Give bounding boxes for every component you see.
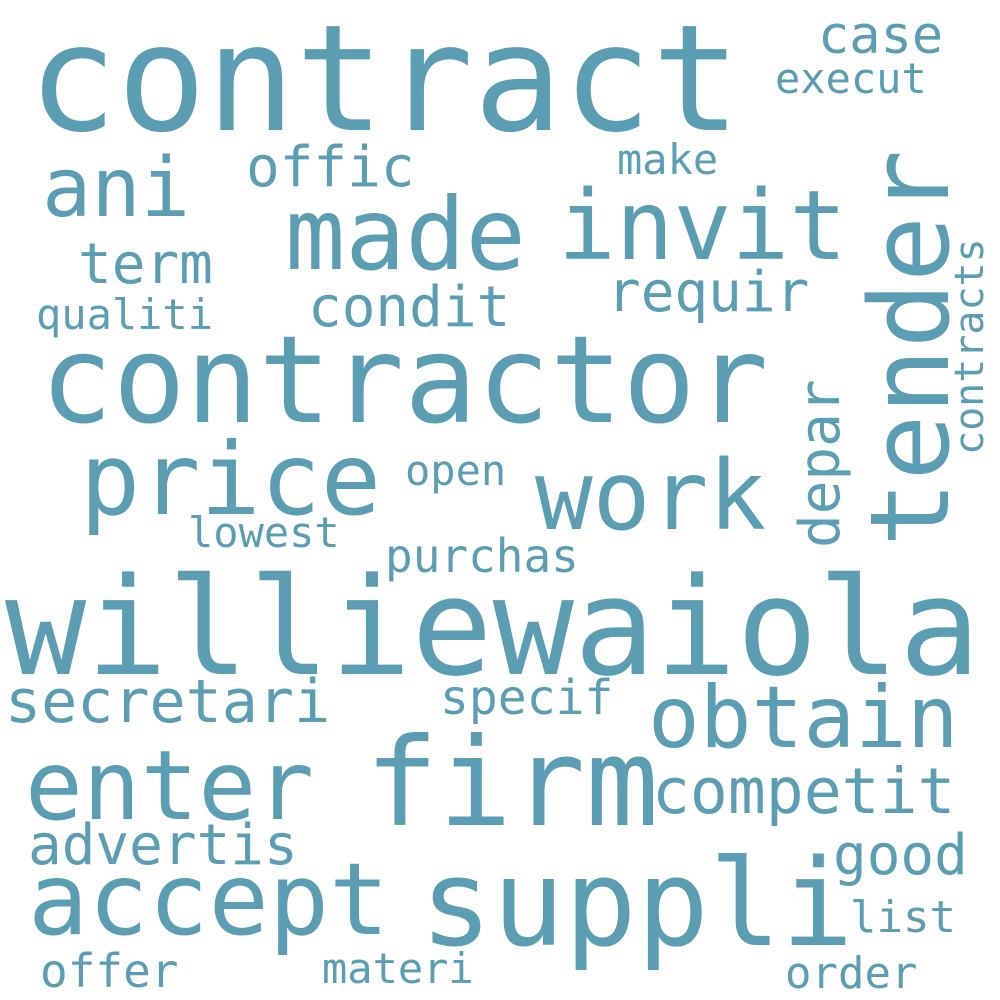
word-secretari: secretari — [5, 667, 331, 737]
word-suppli: suppli — [420, 835, 854, 974]
word-list: list — [850, 892, 956, 943]
word-ani: ani — [42, 141, 191, 236]
word-accept: accept — [28, 841, 390, 958]
word-contractor: contractor — [40, 310, 769, 451]
word-good: good — [833, 823, 968, 888]
word-firm: firm — [365, 712, 659, 854]
word-make: make — [617, 135, 719, 184]
word-williewaiola: williewaiola — [5, 549, 981, 706]
word-offic: offic — [246, 135, 415, 200]
word-open: open — [405, 446, 507, 495]
word-advertis: advertis — [28, 813, 298, 878]
word-contract: contract — [28, 0, 741, 165]
word-lowest: lowest — [188, 508, 340, 557]
word-work: work — [535, 440, 767, 552]
word-qualiti: qualiti — [36, 290, 214, 339]
word-competit: competit — [652, 755, 956, 828]
word-contracts: contracts — [947, 238, 993, 455]
word-offer: offer — [40, 944, 179, 998]
word-condit: condit — [308, 275, 511, 340]
word-depar: depar — [788, 379, 853, 548]
word-made: made — [285, 176, 526, 293]
word-enter: enter — [25, 730, 314, 842]
word-execut: execut — [775, 54, 927, 103]
word-price: price — [80, 421, 382, 538]
word-term: term — [78, 232, 213, 297]
word-order: order — [785, 948, 918, 999]
word-obtain: obtain — [648, 668, 959, 768]
word-specif: specif — [440, 670, 614, 726]
word-materi: materi — [322, 944, 474, 993]
word-requir: requir — [607, 260, 810, 325]
word-purchas: purchas — [385, 529, 579, 583]
word-invit: invit — [558, 170, 847, 282]
word-case: case — [818, 6, 944, 66]
